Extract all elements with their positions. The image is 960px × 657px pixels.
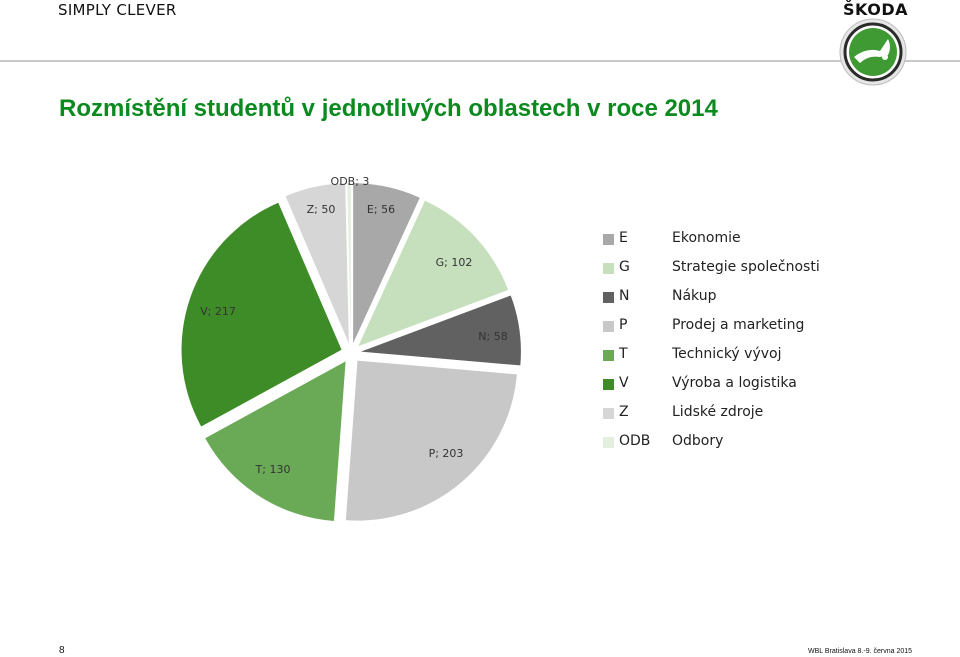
legend-swatch — [603, 350, 614, 361]
legend-item-n: N Nákup — [603, 288, 903, 317]
legend-name: Výroba a logistika — [672, 375, 797, 391]
legend-swatch — [603, 292, 614, 303]
legend-item-odb: ODB Odbory — [603, 433, 903, 462]
pie-slice-v — [181, 202, 342, 427]
data-label-odb: ODB; 3 — [331, 175, 370, 188]
data-label-z: Z; 50 — [307, 203, 336, 216]
pie-slice-n — [360, 295, 521, 366]
brand-wordmark: ŠKODA — [843, 0, 908, 19]
legend-code: ODB — [619, 433, 651, 449]
legend-item-t: T Technický vývoj — [603, 346, 903, 375]
pie-slice-odb — [347, 183, 351, 344]
page-number: 8 — [59, 645, 65, 656]
page-title: Rozmístění studentů v jednotlivých oblas… — [59, 95, 718, 122]
pie-slice-z — [285, 183, 349, 344]
data-label-e: E; 56 — [367, 203, 395, 216]
legend-item-p: P Prodej a marketing — [603, 317, 903, 346]
legend-name: Nákup — [672, 288, 717, 304]
legend-name: Technický vývoj — [672, 346, 782, 362]
data-label-n: N; 58 — [478, 330, 507, 343]
data-label-g: G; 102 — [436, 256, 473, 269]
chart-legend: E Ekonomie G Strategie společnosti N Nák… — [603, 230, 903, 462]
data-label-p: P; 203 — [429, 447, 464, 460]
legend-swatch — [603, 437, 614, 448]
pie-slice-e — [353, 183, 420, 344]
legend-item-e: E Ekonomie — [603, 230, 903, 259]
legend-swatch — [603, 321, 614, 332]
legend-item-v: V Výroba a logistika — [603, 375, 903, 404]
skoda-logo-icon — [838, 17, 908, 87]
header-divider — [0, 60, 960, 62]
legend-name: Lidské zdroje — [672, 404, 764, 420]
legend-swatch — [603, 263, 614, 274]
legend-item-g: G Strategie společnosti — [603, 259, 903, 288]
legend-code: N — [619, 288, 630, 304]
legend-swatch — [603, 379, 614, 390]
legend-code: Z — [619, 404, 629, 420]
legend-code: P — [619, 317, 628, 333]
legend-swatch — [603, 234, 614, 245]
legend-code: V — [619, 375, 629, 391]
legend-code: T — [619, 346, 628, 362]
legend-name: Ekonomie — [672, 230, 741, 246]
data-label-t: T; 130 — [255, 463, 291, 476]
footer-note: WBL Bratislava 8.-9. června 2015 — [808, 648, 913, 655]
legend-swatch — [603, 408, 614, 419]
legend-name: Prodej a marketing — [672, 317, 805, 333]
pie-slice-g — [358, 200, 509, 347]
legend-name: Strategie společnosti — [672, 259, 820, 275]
legend-name: Odbory — [672, 433, 724, 449]
slogan-logo: SIMPLY CLEVER — [58, 1, 177, 19]
pie-slice-p — [345, 360, 517, 521]
data-label-v: V; 217 — [200, 305, 236, 318]
legend-code: E — [619, 230, 628, 246]
pie-slice-t — [205, 361, 346, 521]
legend-code: G — [619, 259, 630, 275]
legend-item-z: Z Lidské zdroje — [603, 404, 903, 433]
